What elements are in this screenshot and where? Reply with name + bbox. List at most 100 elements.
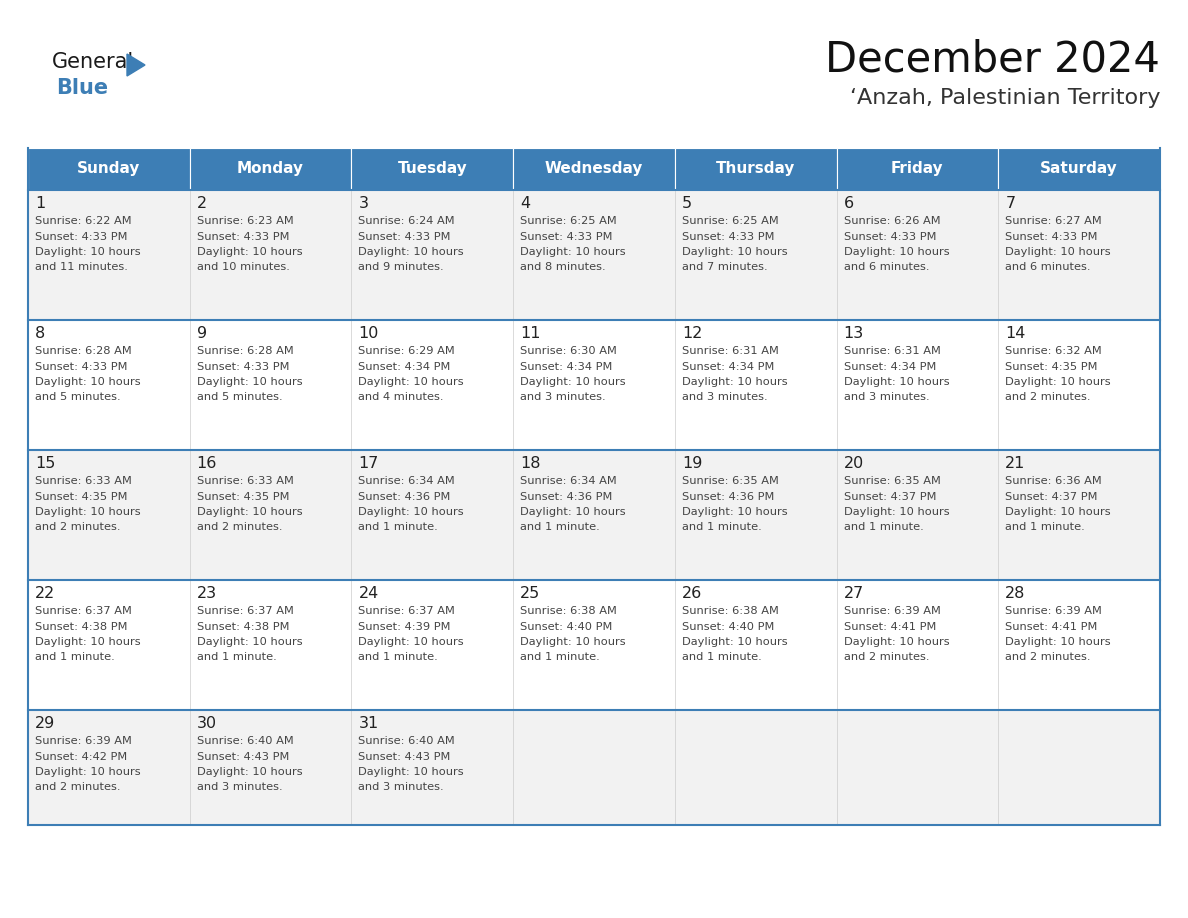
- Text: Sunrise: 6:32 AM: Sunrise: 6:32 AM: [1005, 346, 1102, 356]
- Text: Sunset: 4:33 PM: Sunset: 4:33 PM: [682, 231, 775, 241]
- Text: 28: 28: [1005, 586, 1025, 601]
- Text: Sunset: 4:36 PM: Sunset: 4:36 PM: [359, 491, 450, 501]
- Text: Sunrise: 6:27 AM: Sunrise: 6:27 AM: [1005, 216, 1102, 226]
- Text: and 8 minutes.: and 8 minutes.: [520, 263, 606, 273]
- Bar: [836, 148, 998, 190]
- Text: Sunset: 4:35 PM: Sunset: 4:35 PM: [1005, 362, 1098, 372]
- Text: Sunrise: 6:35 AM: Sunrise: 6:35 AM: [682, 476, 778, 486]
- Text: Sunset: 4:37 PM: Sunset: 4:37 PM: [843, 491, 936, 501]
- Text: Sunrise: 6:39 AM: Sunrise: 6:39 AM: [843, 606, 941, 616]
- Bar: [675, 148, 836, 190]
- Text: 26: 26: [682, 586, 702, 601]
- Text: Sunrise: 6:25 AM: Sunrise: 6:25 AM: [520, 216, 617, 226]
- Text: 21: 21: [1005, 456, 1025, 471]
- Text: Daylight: 10 hours: Daylight: 10 hours: [34, 767, 140, 777]
- Text: 31: 31: [359, 716, 379, 731]
- Text: Daylight: 10 hours: Daylight: 10 hours: [34, 247, 140, 257]
- Text: Sunrise: 6:36 AM: Sunrise: 6:36 AM: [1005, 476, 1102, 486]
- Text: and 1 minute.: and 1 minute.: [682, 522, 762, 532]
- Text: 29: 29: [34, 716, 56, 731]
- Text: Sunset: 4:34 PM: Sunset: 4:34 PM: [843, 362, 936, 372]
- Text: Sunset: 4:33 PM: Sunset: 4:33 PM: [34, 362, 127, 372]
- Text: Sunset: 4:33 PM: Sunset: 4:33 PM: [520, 231, 613, 241]
- Text: and 3 minutes.: and 3 minutes.: [520, 393, 606, 402]
- Text: Sunset: 4:36 PM: Sunset: 4:36 PM: [682, 491, 775, 501]
- Text: 7: 7: [1005, 196, 1016, 211]
- Text: Sunrise: 6:29 AM: Sunrise: 6:29 AM: [359, 346, 455, 356]
- Text: Sunset: 4:36 PM: Sunset: 4:36 PM: [520, 491, 613, 501]
- Text: and 2 minutes.: and 2 minutes.: [1005, 393, 1091, 402]
- Text: Thursday: Thursday: [716, 162, 796, 176]
- Text: Daylight: 10 hours: Daylight: 10 hours: [359, 507, 465, 517]
- Text: and 2 minutes.: and 2 minutes.: [34, 782, 120, 792]
- Text: 4: 4: [520, 196, 530, 211]
- Text: and 6 minutes.: and 6 minutes.: [843, 263, 929, 273]
- Bar: [998, 148, 1159, 190]
- Text: 19: 19: [682, 456, 702, 471]
- Text: and 1 minute.: and 1 minute.: [843, 522, 923, 532]
- Text: and 5 minutes.: and 5 minutes.: [34, 393, 121, 402]
- Text: Daylight: 10 hours: Daylight: 10 hours: [197, 247, 302, 257]
- Text: 2: 2: [197, 196, 207, 211]
- Bar: [29, 190, 1159, 320]
- Bar: [29, 580, 1159, 710]
- Text: Sunset: 4:35 PM: Sunset: 4:35 PM: [197, 491, 289, 501]
- Text: Daylight: 10 hours: Daylight: 10 hours: [359, 767, 465, 777]
- Text: Sunset: 4:34 PM: Sunset: 4:34 PM: [520, 362, 613, 372]
- Text: 5: 5: [682, 196, 691, 211]
- Text: 9: 9: [197, 326, 207, 341]
- Text: and 2 minutes.: and 2 minutes.: [34, 522, 120, 532]
- Text: Sunrise: 6:25 AM: Sunrise: 6:25 AM: [682, 216, 778, 226]
- Text: Sunset: 4:34 PM: Sunset: 4:34 PM: [682, 362, 775, 372]
- Text: Sunrise: 6:40 AM: Sunrise: 6:40 AM: [359, 736, 455, 746]
- Text: 10: 10: [359, 326, 379, 341]
- Bar: [29, 710, 1159, 825]
- Text: Daylight: 10 hours: Daylight: 10 hours: [843, 507, 949, 517]
- Text: Sunrise: 6:37 AM: Sunrise: 6:37 AM: [197, 606, 293, 616]
- Text: Sunrise: 6:26 AM: Sunrise: 6:26 AM: [843, 216, 940, 226]
- Text: Sunset: 4:38 PM: Sunset: 4:38 PM: [34, 621, 127, 632]
- Text: Daylight: 10 hours: Daylight: 10 hours: [1005, 637, 1111, 647]
- Text: Sunrise: 6:24 AM: Sunrise: 6:24 AM: [359, 216, 455, 226]
- Text: Sunset: 4:40 PM: Sunset: 4:40 PM: [682, 621, 775, 632]
- Text: December 2024: December 2024: [826, 38, 1159, 80]
- Text: Sunrise: 6:38 AM: Sunrise: 6:38 AM: [520, 606, 617, 616]
- Text: Daylight: 10 hours: Daylight: 10 hours: [520, 637, 626, 647]
- Text: Sunset: 4:38 PM: Sunset: 4:38 PM: [197, 621, 289, 632]
- Text: Sunrise: 6:39 AM: Sunrise: 6:39 AM: [34, 736, 132, 746]
- Text: Sunrise: 6:22 AM: Sunrise: 6:22 AM: [34, 216, 132, 226]
- Text: 22: 22: [34, 586, 56, 601]
- Text: Sunrise: 6:33 AM: Sunrise: 6:33 AM: [197, 476, 293, 486]
- Text: Sunrise: 6:23 AM: Sunrise: 6:23 AM: [197, 216, 293, 226]
- Text: Sunrise: 6:28 AM: Sunrise: 6:28 AM: [197, 346, 293, 356]
- Bar: [29, 320, 1159, 450]
- Text: Daylight: 10 hours: Daylight: 10 hours: [520, 377, 626, 387]
- Text: 24: 24: [359, 586, 379, 601]
- Text: Daylight: 10 hours: Daylight: 10 hours: [682, 637, 788, 647]
- Text: and 1 minute.: and 1 minute.: [1005, 522, 1085, 532]
- Text: Daylight: 10 hours: Daylight: 10 hours: [843, 247, 949, 257]
- Text: Sunset: 4:34 PM: Sunset: 4:34 PM: [359, 362, 450, 372]
- Text: Sunrise: 6:39 AM: Sunrise: 6:39 AM: [1005, 606, 1102, 616]
- Text: 30: 30: [197, 716, 217, 731]
- Text: Sunset: 4:42 PM: Sunset: 4:42 PM: [34, 752, 127, 762]
- Text: and 1 minute.: and 1 minute.: [520, 522, 600, 532]
- Polygon shape: [127, 54, 145, 76]
- Text: 6: 6: [843, 196, 854, 211]
- Text: 23: 23: [197, 586, 217, 601]
- Text: and 3 minutes.: and 3 minutes.: [359, 782, 444, 792]
- Text: Daylight: 10 hours: Daylight: 10 hours: [197, 377, 302, 387]
- Text: Saturday: Saturday: [1041, 162, 1118, 176]
- Text: 12: 12: [682, 326, 702, 341]
- Text: 8: 8: [34, 326, 45, 341]
- Text: Sunset: 4:43 PM: Sunset: 4:43 PM: [359, 752, 450, 762]
- Text: Sunset: 4:41 PM: Sunset: 4:41 PM: [843, 621, 936, 632]
- Text: and 9 minutes.: and 9 minutes.: [359, 263, 444, 273]
- Bar: [513, 148, 675, 190]
- Text: Daylight: 10 hours: Daylight: 10 hours: [359, 637, 465, 647]
- Text: and 1 minute.: and 1 minute.: [520, 653, 600, 663]
- Text: Sunset: 4:40 PM: Sunset: 4:40 PM: [520, 621, 613, 632]
- Text: Daylight: 10 hours: Daylight: 10 hours: [359, 377, 465, 387]
- Bar: [352, 148, 513, 190]
- Text: 25: 25: [520, 586, 541, 601]
